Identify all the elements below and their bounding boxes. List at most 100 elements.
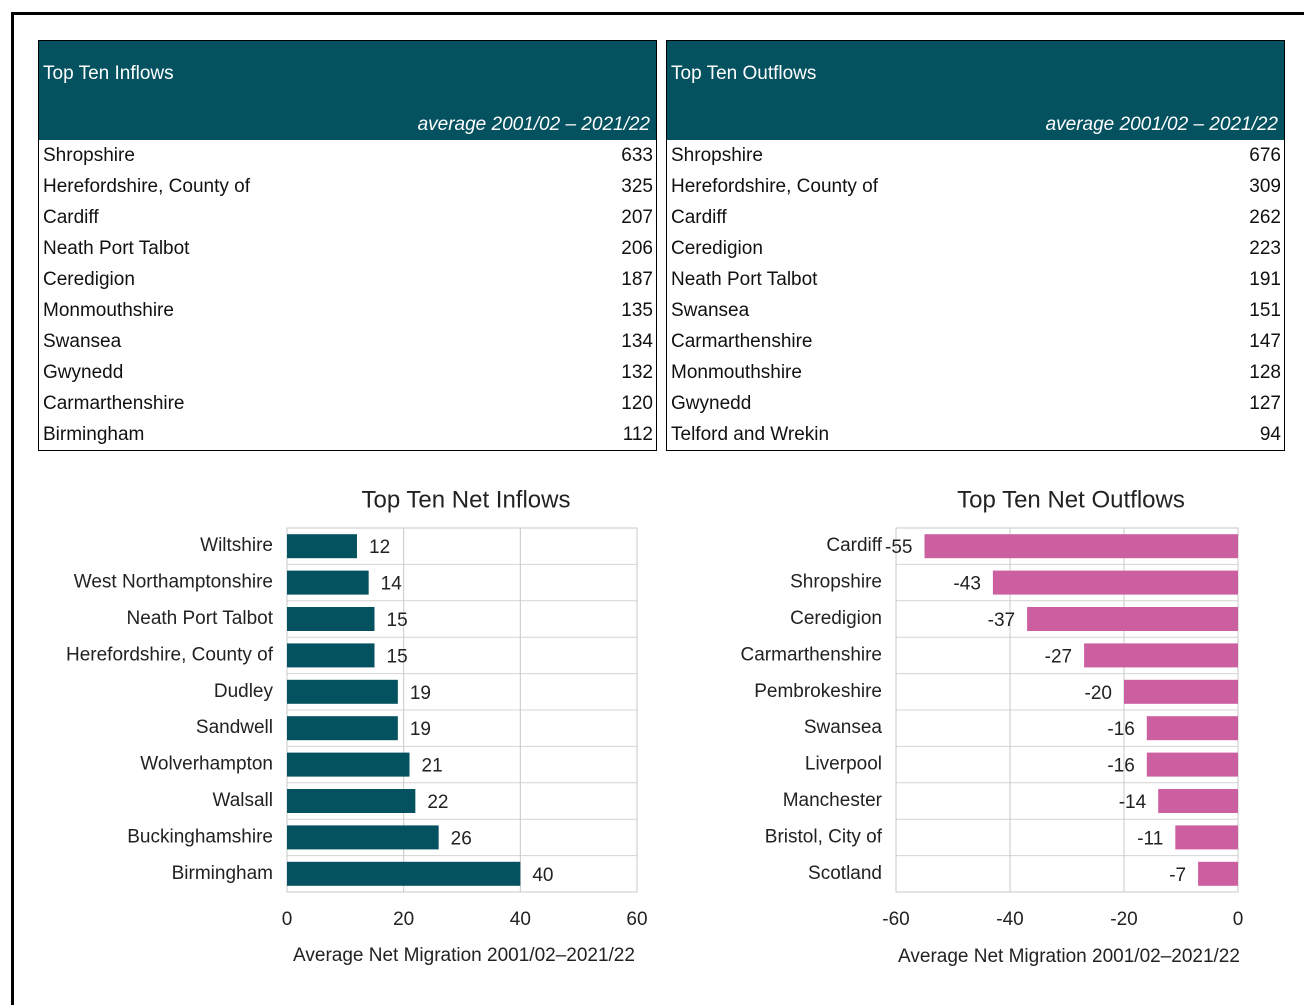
row-name: Monmouthshire	[671, 361, 802, 383]
data-label: -7	[1169, 865, 1186, 886]
bar	[287, 752, 410, 777]
row-name: Birmingham	[43, 423, 145, 445]
bar	[1124, 679, 1238, 704]
bar	[1175, 825, 1238, 850]
table-row: Carmarthenshire 120	[39, 388, 656, 419]
x-tick-label: 40	[510, 909, 531, 930]
row-value: 147	[1249, 330, 1281, 352]
y-tick-label: Swansea	[804, 717, 883, 738]
row-name: Carmarthenshire	[43, 392, 185, 414]
data-label: 15	[387, 610, 408, 631]
bar	[287, 716, 398, 741]
row-name: Shropshire	[43, 144, 135, 166]
data-label: -37	[988, 610, 1015, 631]
bar	[1146, 716, 1238, 741]
table-row: Neath Port Talbot 191	[667, 264, 1284, 295]
bar	[287, 607, 375, 631]
x-axis-label: Average Net Migration 2001/02–2021/22	[898, 946, 1240, 967]
data-label: 40	[532, 865, 553, 886]
table-row: Ceredigion 223	[667, 233, 1284, 264]
y-tick-label: Scotland	[808, 863, 882, 884]
y-tick-label: Carmarthenshire	[741, 644, 883, 665]
chart-title: Top Ten Net Inflows	[361, 486, 570, 513]
row-name: Carmarthenshire	[671, 330, 813, 352]
data-label: -43	[953, 574, 980, 595]
row-value: 191	[1249, 268, 1281, 290]
y-tick-label: Wiltshire	[200, 535, 273, 556]
x-tick-label: 60	[626, 909, 647, 930]
table-row: Cardiff 262	[667, 202, 1284, 233]
row-value: 132	[621, 361, 653, 383]
row-value: 309	[1249, 175, 1281, 197]
data-label: -20	[1085, 683, 1112, 704]
bar	[1027, 607, 1238, 631]
row-name: Neath Port Talbot	[43, 237, 190, 259]
y-tick-label: Neath Port Talbot	[127, 608, 274, 629]
x-tick-label: 0	[282, 909, 293, 930]
y-tick-label: Buckinghamshire	[127, 826, 273, 847]
table-row: Swansea 134	[39, 326, 656, 357]
x-tick-label: -40	[996, 909, 1023, 930]
table-row: Telford and Wrekin 94	[667, 419, 1284, 450]
row-value: 120	[621, 392, 653, 414]
x-tick-label: 20	[393, 909, 414, 930]
data-label: 15	[387, 646, 408, 667]
row-name: Gwynedd	[43, 361, 124, 383]
data-label: 21	[422, 756, 443, 777]
table-row: Neath Port Talbot 206	[39, 233, 656, 264]
data-label: -16	[1107, 719, 1134, 740]
table-row: Carmarthenshire 147	[667, 326, 1284, 357]
x-tick-label: -20	[1110, 909, 1137, 930]
y-tick-label: Shropshire	[790, 572, 882, 593]
table-row: Herefordshire, County of 309	[667, 171, 1284, 202]
row-value: 127	[1249, 392, 1281, 414]
bar	[924, 534, 1238, 559]
table-row: Birmingham 112	[39, 419, 656, 450]
y-tick-label: Bristol, City of	[765, 826, 883, 847]
bar	[1158, 789, 1238, 813]
bar	[287, 570, 369, 595]
row-name: Shropshire	[671, 144, 763, 166]
data-label: 14	[381, 574, 403, 595]
row-value: 206	[621, 237, 653, 259]
y-tick-label: Dudley	[214, 681, 274, 702]
table-row: Ceredigion 187	[39, 264, 656, 295]
data-label: -14	[1119, 792, 1147, 813]
y-tick-label: Wolverhampton	[140, 754, 273, 775]
y-tick-label: Pembrokeshire	[754, 681, 882, 702]
row-name: Herefordshire, County of	[43, 175, 250, 197]
y-tick-label: West Northamptonshire	[74, 572, 273, 593]
table: Top Ten Inflows average 2001/02 – 2021/22…	[38, 40, 657, 451]
row-value: 151	[1249, 299, 1281, 321]
x-tick-label: 0	[1233, 909, 1244, 930]
row-name: Cardiff	[671, 206, 727, 228]
row-value: 223	[1249, 237, 1281, 259]
table-row: Gwynedd 132	[39, 357, 656, 388]
table-title: Top Ten Inflows	[43, 63, 174, 84]
row-value: 128	[1249, 361, 1281, 383]
table-header: Top Ten Outflows average 2001/02 – 2021/2…	[667, 41, 1284, 140]
y-tick-label: Walsall	[212, 790, 273, 811]
data-label: -55	[885, 537, 912, 558]
row-name: Gwynedd	[671, 392, 752, 414]
y-tick-label: Ceredigion	[790, 608, 882, 629]
data-label: -27	[1045, 646, 1072, 667]
table-row: Herefordshire, County of 325	[39, 171, 656, 202]
data-label: -11	[1137, 828, 1163, 849]
row-value: 325	[621, 175, 653, 197]
row-name: Neath Port Talbot	[671, 268, 818, 290]
row-value: 134	[621, 330, 653, 352]
table: Top Ten Outflows average 2001/02 – 2021/2…	[666, 40, 1285, 451]
y-tick-label: Herefordshire, County of	[66, 644, 274, 665]
row-name: Ceredigion	[671, 237, 763, 259]
row-name: Cardiff	[43, 206, 99, 228]
row-value: 94	[1259, 423, 1281, 445]
bar	[1146, 752, 1238, 777]
row-name: Swansea	[671, 299, 750, 321]
row-name: Telford and Wrekin	[671, 423, 830, 445]
y-tick-label: Sandwell	[196, 717, 273, 738]
table-title: Top Ten Outflows	[671, 63, 817, 84]
bar	[287, 825, 439, 850]
